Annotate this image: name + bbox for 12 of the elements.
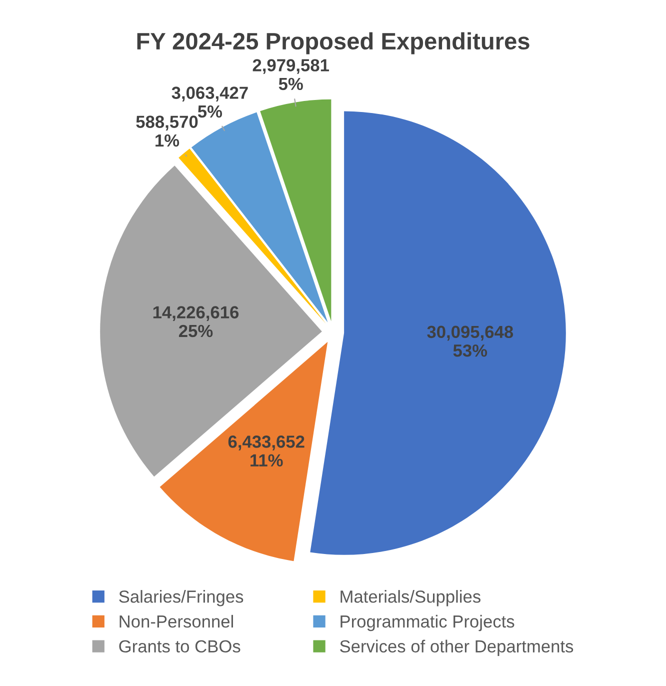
data-label: 2,979,581 5% [252, 59, 329, 90]
legend-label: Grants to CBOs [119, 640, 240, 653]
legend-label: Programmatic Projects [340, 614, 514, 632]
legend-label: Services of other Departments [340, 640, 574, 656]
legend-label: Materials/Supplies [340, 590, 480, 606]
data-label: 14,226,616 25% [153, 306, 239, 338]
legend-label: Salaries/Fringes [119, 590, 244, 606]
chart-title: FY 2024-25 Proposed Expenditures [137, 32, 530, 54]
data-label: 30,095,648 53% [427, 326, 514, 357]
data-label: 588,570 1% [136, 116, 198, 147]
data-label: 6,433,652 11% [228, 436, 304, 467]
legend-label: Non-Personnel [120, 614, 233, 628]
